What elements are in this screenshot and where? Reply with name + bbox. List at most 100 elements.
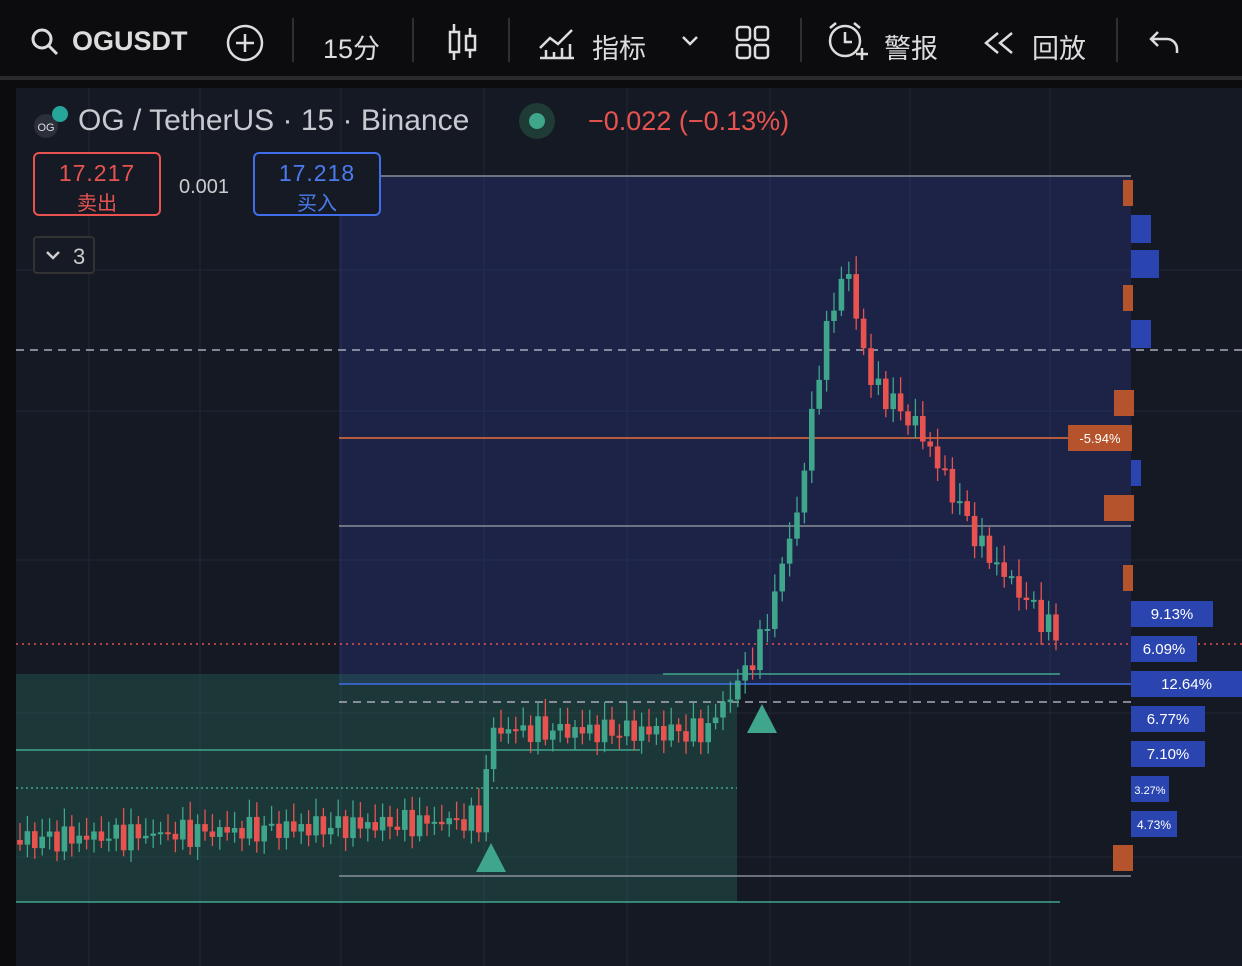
price-label: 9.13% — [1151, 606, 1194, 623]
candle-body — [831, 310, 837, 322]
price-label: 6.77% — [1147, 711, 1190, 728]
candle-body — [934, 446, 941, 469]
alerts[interactable]: 警报 — [884, 34, 938, 64]
candle-body — [616, 735, 623, 738]
search-icon[interactable] — [30, 27, 60, 57]
candle-body — [764, 628, 771, 631]
candle-body — [379, 816, 386, 831]
candle-body — [1001, 562, 1007, 577]
candle-body — [846, 274, 852, 279]
sell-price: 17.217 — [58, 160, 136, 186]
candle-body — [335, 816, 341, 828]
symbol[interactable]: OGUSDT — [72, 26, 188, 56]
price-label: 3.27% — [1134, 785, 1165, 797]
candle-body — [291, 821, 297, 832]
candle-body — [91, 831, 97, 840]
side-badge — [1131, 215, 1151, 243]
layout-icon[interactable] — [734, 24, 772, 62]
replay-icon[interactable] — [982, 30, 1016, 56]
candle-body — [868, 348, 874, 385]
add-symbol[interactable] — [226, 24, 266, 64]
candle-body — [1045, 614, 1052, 632]
price-badge — [1131, 601, 1213, 627]
candle-body — [69, 826, 75, 844]
candle-body — [638, 726, 645, 741]
candle-body — [268, 823, 275, 826]
collapse-button[interactable]: 3 — [33, 236, 95, 274]
candle-body — [897, 393, 904, 412]
indicator-count: 3 — [73, 244, 86, 269]
candle-body — [483, 769, 489, 833]
candle-body — [409, 809, 415, 837]
chart-type[interactable] — [446, 22, 480, 62]
side-badge — [1123, 565, 1133, 591]
candle-body — [757, 629, 763, 671]
candle-body — [1016, 576, 1022, 598]
candle-body — [727, 699, 734, 703]
candle-body — [24, 831, 31, 845]
price-badge — [1131, 811, 1177, 837]
buy-label: 买入 — [297, 193, 337, 215]
candle-body — [927, 441, 933, 447]
candle-body — [224, 827, 230, 833]
price-label: 4.73% — [1137, 818, 1171, 832]
indicators-icon[interactable] — [538, 22, 576, 62]
candle-body — [594, 724, 600, 743]
candle-body — [1008, 576, 1015, 579]
candle-body — [631, 720, 637, 741]
buy-button[interactable]: 17.218 买入 — [253, 152, 381, 216]
candle-body — [890, 393, 896, 410]
undo[interactable] — [1148, 28, 1182, 58]
price-label: 6.09% — [1143, 641, 1186, 658]
candle-body — [76, 835, 82, 844]
candle-body — [971, 516, 978, 547]
candle-body — [402, 809, 408, 830]
candle-body — [98, 831, 105, 841]
candle-body — [1023, 597, 1030, 601]
candle-body — [157, 832, 164, 835]
indicators[interactable]: 指标 — [592, 34, 646, 64]
replay[interactable]: 回放 — [1032, 34, 1086, 64]
candle-body — [231, 828, 238, 833]
candle-body — [365, 822, 371, 829]
candle-body — [172, 833, 179, 840]
candle-body — [439, 821, 445, 825]
candle-body — [535, 716, 541, 743]
candle-body — [920, 415, 926, 442]
sell-button[interactable]: 17.217 卖出 — [33, 152, 161, 216]
candle-body — [135, 824, 142, 839]
candle-body — [106, 838, 112, 841]
candle-body — [661, 726, 667, 741]
side-badge — [1131, 250, 1159, 278]
signal-up — [747, 704, 777, 733]
candle-body — [564, 724, 571, 738]
price-label: -5.94% — [1079, 431, 1121, 446]
interval[interactable]: 15分 — [323, 34, 381, 64]
candle-body — [490, 727, 497, 770]
candle-body — [209, 831, 216, 837]
candle-body — [698, 718, 704, 743]
dropdown[interactable] — [680, 34, 700, 48]
candle-body — [624, 720, 630, 737]
candle-body — [527, 725, 534, 743]
candle-body — [542, 716, 549, 740]
alert-icon[interactable] — [826, 20, 870, 64]
candle-body — [1038, 599, 1044, 632]
candle-body — [328, 827, 334, 835]
candle-body — [1031, 599, 1037, 602]
candle-body — [261, 825, 267, 842]
candle-body — [187, 819, 193, 847]
signal-up — [476, 843, 506, 872]
candle-body — [772, 591, 778, 629]
candle-body — [816, 379, 822, 409]
price-badge — [1131, 636, 1197, 662]
candle-body — [942, 468, 948, 471]
price-badge — [1131, 671, 1242, 697]
candle-body — [712, 717, 719, 724]
chart-bg — [16, 88, 1242, 966]
side-badge — [1123, 285, 1133, 311]
candle-body — [601, 719, 608, 743]
candle-body — [453, 818, 460, 821]
candle-body — [646, 726, 652, 735]
candle-body — [883, 378, 889, 410]
